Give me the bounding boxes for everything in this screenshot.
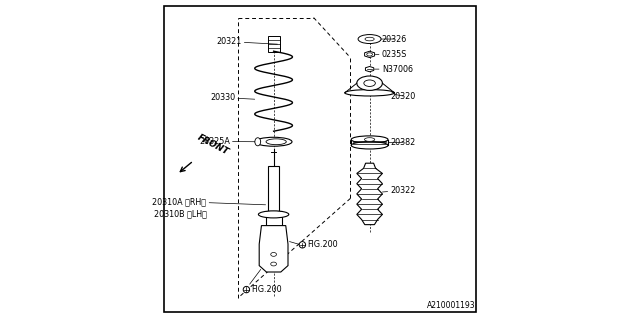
Text: 20330: 20330 xyxy=(210,93,255,102)
Ellipse shape xyxy=(351,136,388,143)
Text: 20310A 〈RH〉: 20310A 〈RH〉 xyxy=(152,197,266,206)
Text: 20322: 20322 xyxy=(383,186,416,195)
Text: 20325A: 20325A xyxy=(199,137,261,146)
Text: FIG.200: FIG.200 xyxy=(307,240,338,249)
Circle shape xyxy=(300,242,306,248)
Polygon shape xyxy=(365,67,374,72)
Ellipse shape xyxy=(271,262,276,266)
Ellipse shape xyxy=(357,76,383,91)
Ellipse shape xyxy=(351,142,388,149)
Ellipse shape xyxy=(345,90,394,96)
Text: 20326: 20326 xyxy=(381,35,407,44)
Text: 20310B 〈LH〉: 20310B 〈LH〉 xyxy=(154,209,206,218)
Bar xyxy=(269,166,279,211)
Text: 0235S: 0235S xyxy=(375,50,407,59)
Circle shape xyxy=(243,286,250,293)
Ellipse shape xyxy=(266,139,286,145)
Ellipse shape xyxy=(365,37,374,41)
Ellipse shape xyxy=(271,252,276,256)
Ellipse shape xyxy=(364,138,375,141)
Text: 20382: 20382 xyxy=(388,138,415,147)
Polygon shape xyxy=(365,51,374,58)
Text: 20320: 20320 xyxy=(390,92,415,100)
Polygon shape xyxy=(259,226,288,272)
Ellipse shape xyxy=(259,211,289,218)
Ellipse shape xyxy=(255,137,292,146)
Ellipse shape xyxy=(255,138,260,146)
Text: FRONT: FRONT xyxy=(196,133,230,157)
Bar xyxy=(268,36,280,52)
Text: FIG.200: FIG.200 xyxy=(251,285,282,294)
Ellipse shape xyxy=(364,80,375,86)
Bar xyxy=(266,211,282,226)
Polygon shape xyxy=(357,163,383,225)
Ellipse shape xyxy=(367,53,372,56)
Text: N37006: N37006 xyxy=(374,65,413,74)
Text: 20321: 20321 xyxy=(216,37,278,46)
Ellipse shape xyxy=(358,35,381,44)
Text: A210001193: A210001193 xyxy=(427,301,475,310)
